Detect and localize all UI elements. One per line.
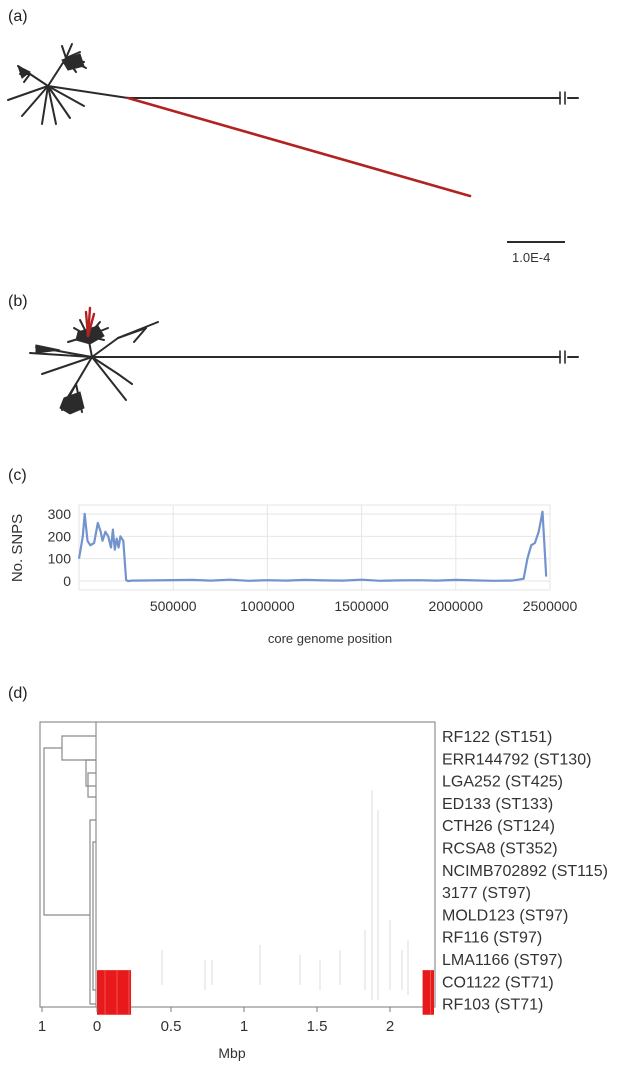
- tree-branch: [91, 337, 119, 358]
- x-tick-label: 1.5: [307, 1018, 328, 1035]
- tree-branch: [47, 85, 129, 99]
- recombination-block: [97, 970, 132, 1015]
- tree-clade: [35, 344, 61, 354]
- x-tick-label: 0: [93, 1018, 101, 1035]
- row-label: MOLD123 (ST97): [442, 907, 568, 924]
- y-tick-label: 300: [48, 506, 72, 522]
- dendrogram-branch: [87, 772, 96, 798]
- dendrogram-branch: [92, 841, 96, 991]
- tree-branch: [65, 51, 81, 59]
- tree-branch: [91, 356, 119, 375]
- faint-streaks: [161, 790, 409, 1000]
- tree-branch: [47, 85, 57, 125]
- panel-a-label: (a): [8, 8, 28, 25]
- recombination-blocks: [97, 970, 434, 1015]
- tree-clade: [75, 325, 105, 345]
- dendrogram-branch: [43, 747, 90, 916]
- tree-branch: [21, 85, 49, 117]
- x-tick-label: 1500000: [334, 598, 389, 614]
- y-axis-ticks: 0 100 200 300: [48, 506, 72, 589]
- panel-b-label: (b): [8, 293, 28, 310]
- dendrogram-branch: [85, 759, 96, 787]
- x-tick-label: 2: [386, 1018, 394, 1035]
- tree-branch: [23, 73, 31, 83]
- tree-branch: [65, 43, 73, 59]
- tree-branch: [29, 73, 49, 87]
- row-label: NCIMB702892 (ST115): [442, 863, 608, 880]
- heatmap-frame: [39, 721, 436, 1008]
- highlighted-branch: [86, 312, 96, 338]
- snp-series-line: [77, 510, 548, 583]
- highlighted-branch: [126, 96, 472, 198]
- row-label: LGA252 (ST425): [442, 774, 563, 791]
- x-axis-label: core genome position: [268, 631, 392, 646]
- tree-branch: [117, 373, 133, 385]
- tree-branch: [47, 85, 85, 107]
- tree-branch: [41, 356, 93, 375]
- dendrogram-branch: [89, 819, 96, 1005]
- x-tick-label: 2500000: [523, 598, 578, 614]
- x-axis-ticks: 500000 1000000 1500000 2000000 2500000: [150, 598, 578, 614]
- tree-clade: [59, 391, 85, 415]
- heatmap-x-axis-label: Mbp: [218, 1045, 245, 1061]
- x-tick-label: 1000000: [240, 598, 295, 614]
- tree-branch: [41, 85, 49, 125]
- x-tick-label: 1: [38, 1018, 46, 1035]
- row-label: RF103 (ST71): [442, 997, 543, 1014]
- y-axis-label: No. SNPS: [9, 514, 26, 582]
- y-tick-label: 100: [48, 551, 72, 567]
- row-label: CO1122 (ST71): [442, 974, 554, 991]
- panel-c-label: (c): [8, 467, 27, 484]
- tree-branch: [47, 85, 71, 119]
- tree-branch: [7, 85, 49, 101]
- tree-branch: [29, 352, 93, 358]
- tree-branch: [133, 327, 147, 343]
- x-tick-label: 0.5: [161, 1018, 182, 1035]
- panel-d-label: (d): [8, 685, 28, 702]
- x-tick-label: 500000: [150, 598, 197, 614]
- row-label: CTH26 (ST124): [442, 818, 555, 835]
- heatmap-x-ticks: 1 0 0.5 1 1.5 2: [38, 1007, 394, 1035]
- tree-clade: [17, 65, 31, 79]
- y-tick-label: 200: [48, 528, 72, 544]
- row-label: RF122 (ST151): [442, 729, 552, 746]
- snp-density-chart: 0 100 200 300 500000 1000000 1500000 2000000 25…: [9, 504, 578, 646]
- row-label: 3177 (ST97): [442, 885, 531, 902]
- phylogenetic-tree-b: [29, 306, 579, 415]
- recombination-heatmap: RF122 (ST151) ERR144792 (ST130) LGA252 (ST…: [38, 721, 608, 1061]
- row-label: RCSA8 (ST352): [442, 841, 558, 858]
- chart-grid: [78, 504, 551, 591]
- tree-branch: [61, 45, 67, 59]
- row-label: ED133 (ST133): [442, 796, 553, 813]
- y-tick-label: 0: [63, 573, 71, 589]
- row-label: RF116 (ST97): [442, 930, 542, 947]
- row-label: ERR144792 (ST130): [442, 751, 591, 768]
- row-label: LMA1166 (ST97): [442, 952, 563, 969]
- scale-bar: 1.0E-4: [507, 241, 565, 265]
- scale-bar-label: 1.0E-4: [512, 250, 550, 265]
- dendrogram: [43, 735, 96, 1005]
- phylogenetic-tree-a: [7, 43, 579, 198]
- tree-branch: [91, 356, 127, 401]
- tree-clade: [61, 53, 85, 71]
- tree-branch: [117, 321, 159, 339]
- tree-branch: [47, 57, 67, 87]
- x-tick-label: 2000000: [429, 598, 484, 614]
- tree-branch: [75, 356, 93, 385]
- plot-area: [78, 504, 551, 591]
- recombination-block: [422, 970, 434, 1015]
- x-tick-label: 1: [240, 1018, 248, 1035]
- row-labels: RF122 (ST151) ERR144792 (ST130) LGA252 (ST…: [442, 729, 608, 1014]
